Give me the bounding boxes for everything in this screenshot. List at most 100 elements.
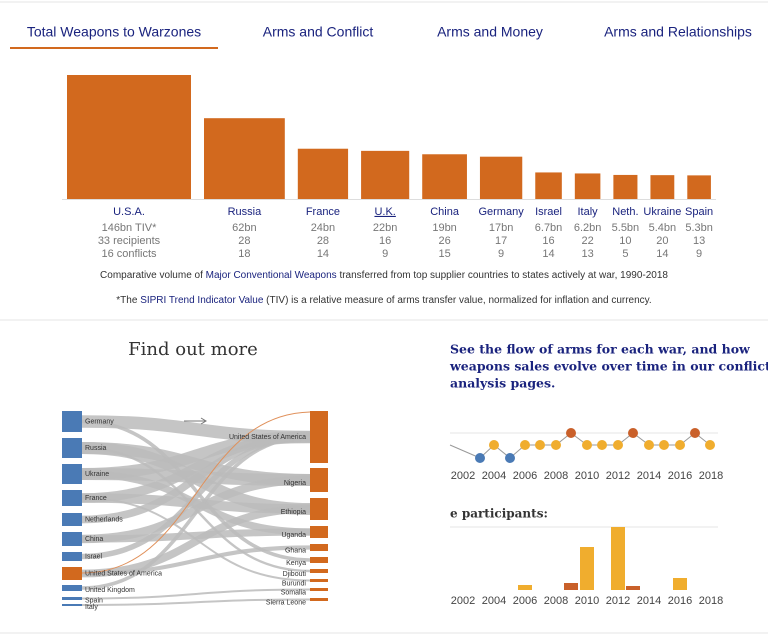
- timeline-year: 2002: [451, 470, 475, 482]
- sankey-thumbnail[interactable]: Germany Russia Ukraine France Netherlands Chi…: [62, 411, 328, 611]
- footnote: *The SIPRI Trend Indicator Value (TIV) i…: [116, 295, 651, 306]
- bar: [574, 173, 601, 199]
- country-label[interactable]: Neth.: [612, 206, 638, 218]
- caption-text: transferred from top supplier countries …: [337, 270, 669, 281]
- conflicts-label: 16 conflicts: [101, 248, 157, 260]
- recipient-node: [310, 468, 328, 492]
- conflicts-label: 5: [622, 248, 628, 260]
- bar: [361, 150, 410, 199]
- recipient-node: [310, 526, 328, 538]
- sankey-flow: [81, 419, 311, 562]
- country-label[interactable]: U.S.A.: [113, 206, 145, 218]
- sankey-flow: [81, 598, 311, 606]
- country-label[interactable]: Russia: [228, 206, 263, 218]
- conflict-promo[interactable]: See the flow of arms for each war, and h…: [449, 342, 768, 607]
- bar: [479, 156, 523, 199]
- timeline-dot: [582, 440, 592, 450]
- bar: [204, 118, 285, 199]
- footnote-link[interactable]: SIPRI Trend Indicator Value: [140, 295, 264, 306]
- supplier-label: United Kingdom: [85, 587, 135, 594]
- timeline-dot: [566, 428, 576, 438]
- value-label: 6.7bn: [535, 222, 563, 234]
- bar: [67, 75, 191, 199]
- bar: [613, 174, 638, 199]
- supplier-label: France: [85, 495, 107, 502]
- footnote-text: (TIV) is a relative measure of arms tran…: [263, 295, 651, 306]
- timeline-dot: [690, 428, 700, 438]
- caption-link[interactable]: Major Conventional Weapons: [206, 270, 337, 281]
- supplier-node: [62, 604, 82, 606]
- recipient-label: Ghana: [285, 547, 306, 554]
- recipient-node: [310, 588, 328, 591]
- timeline-year: 2018: [699, 470, 723, 482]
- bars-year: 2004: [482, 595, 506, 607]
- timeline-dot: [628, 428, 638, 438]
- bar: [422, 154, 467, 199]
- participants-bar: [626, 586, 640, 590]
- value-label: 17bn: [489, 222, 513, 234]
- recipients-label: 28: [317, 235, 329, 247]
- supplier-node: [62, 597, 82, 600]
- bars-year: 2006: [513, 595, 537, 607]
- timeline-dot: [520, 440, 530, 450]
- country-label[interactable]: China: [430, 206, 460, 218]
- tab[interactable]: Arms and Money: [437, 24, 543, 40]
- country-label[interactable]: Israel: [535, 206, 562, 218]
- participants-bar: [518, 585, 532, 590]
- recipients-label: 17: [495, 235, 507, 247]
- supplier-label: United States of America: [85, 570, 162, 577]
- recipients-label: 26: [438, 235, 450, 247]
- tab[interactable]: Arms and Relationships: [604, 24, 752, 40]
- supplier-label: Russia: [85, 445, 107, 452]
- timeline-dot: [505, 453, 515, 463]
- sankey-flow: [81, 470, 311, 536]
- bar: [650, 175, 675, 199]
- value-label: 5.4bn: [649, 222, 677, 234]
- bar: [687, 175, 711, 199]
- recipients-label: 22: [581, 235, 593, 247]
- value-label: 6.2bn: [574, 222, 602, 234]
- bars-year: 2002: [451, 595, 475, 607]
- promo-text: analysis pages.: [450, 376, 555, 391]
- country-label[interactable]: Spain: [685, 206, 713, 218]
- timeline-year: 2006: [513, 470, 537, 482]
- country-label[interactable]: France: [306, 206, 340, 218]
- supplier-label: Israel: [85, 553, 103, 560]
- country-label[interactable]: Ukraine: [643, 206, 681, 218]
- supplier-node: [62, 513, 82, 526]
- recipients-label: 13: [693, 235, 705, 247]
- value-label: 24bn: [311, 222, 335, 234]
- country-label[interactable]: Germany: [478, 206, 524, 218]
- value-label: 146bn TIV*: [102, 222, 158, 234]
- participants-label: e participants:: [450, 507, 548, 521]
- value-label: 5.3bn: [685, 222, 713, 234]
- supplier-node: [62, 490, 82, 506]
- timeline-year: 2010: [575, 470, 599, 482]
- country-label[interactable]: Italy: [578, 206, 599, 218]
- timeline-dot: [705, 440, 715, 450]
- conflicts-label: 14: [542, 248, 554, 260]
- recipient-node: [310, 579, 328, 582]
- bars-year: 2010: [575, 595, 599, 607]
- country-label[interactable]: U.K.: [374, 206, 395, 218]
- conflicts-label: 15: [438, 248, 450, 260]
- bar: [297, 148, 349, 199]
- tab[interactable]: Arms and Conflict: [263, 24, 374, 40]
- recipient-node: [310, 557, 328, 563]
- value-label: 62bn: [232, 222, 256, 234]
- supplier-label: Germany: [85, 418, 114, 425]
- timeline-dot: [644, 440, 654, 450]
- sankey-flow: [81, 435, 311, 590]
- sankey-flow: [81, 545, 311, 576]
- recipient-node: [310, 411, 328, 463]
- participants-bar: [611, 527, 625, 590]
- sankey-flow: [81, 497, 311, 582]
- value-label: 19bn: [432, 222, 456, 234]
- tab[interactable]: Total Weapons to Warzones: [27, 24, 201, 40]
- timeline-year: 2014: [637, 470, 661, 482]
- conflicts-label: 13: [581, 248, 593, 260]
- supplier-node: [62, 552, 82, 561]
- participants-bar: [580, 547, 594, 590]
